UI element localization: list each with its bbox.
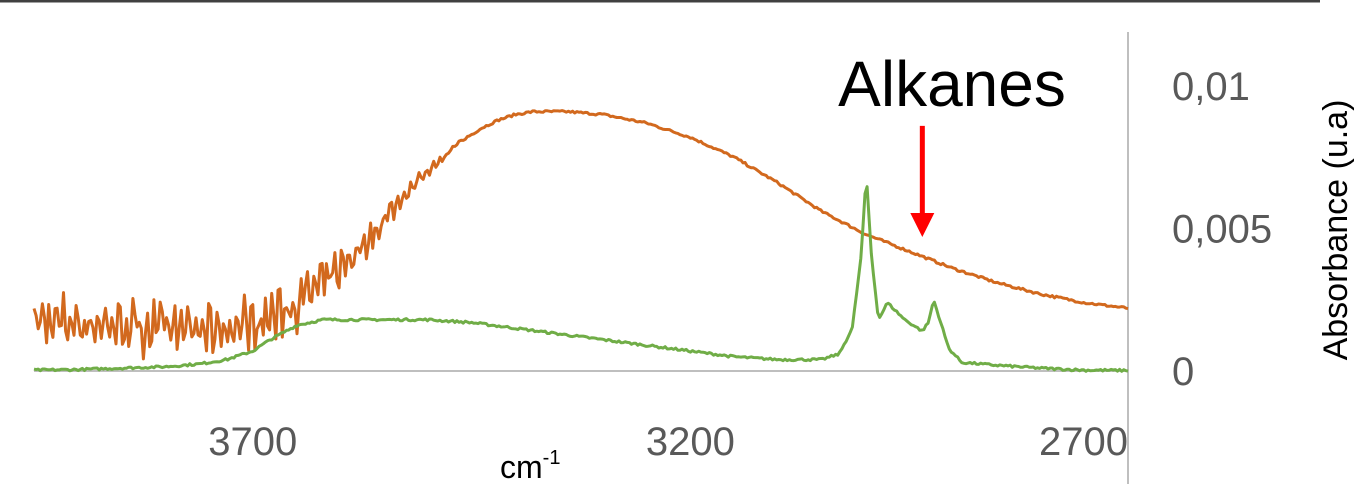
series-line-2 bbox=[33, 185, 1129, 373]
x-tick-label: 3200 bbox=[646, 420, 735, 464]
y-tick-label: 0,005 bbox=[1172, 208, 1272, 252]
x-tick-labels: 3700 3200 2700 bbox=[208, 420, 1128, 464]
alkanes-label: Alkanes bbox=[838, 48, 1066, 120]
y-axis-label: Absorbance (u.a) bbox=[1317, 100, 1355, 361]
x-tick-label: 3700 bbox=[208, 420, 297, 464]
y-tick-label: 0,01 bbox=[1172, 65, 1250, 109]
y-tick-labels: 0,01 0,005 0 bbox=[1172, 65, 1272, 394]
series-line-1 bbox=[32, 109, 1129, 361]
x-tick-label: 2700 bbox=[1039, 420, 1128, 464]
series-group bbox=[32, 109, 1129, 373]
y-tick-label: 0 bbox=[1172, 350, 1194, 394]
x-axis-label: cm-1 bbox=[500, 447, 560, 485]
alkanes-annotation: Alkanes bbox=[838, 48, 1066, 238]
alkanes-arrow-head bbox=[910, 213, 935, 238]
